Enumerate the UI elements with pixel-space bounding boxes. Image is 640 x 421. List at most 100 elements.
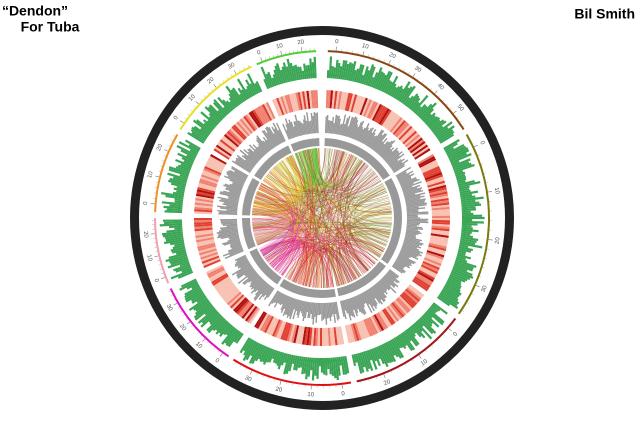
heat-cell [409,140,426,154]
link [257,236,353,282]
link [261,183,297,273]
minor-tick [477,154,480,156]
heat-cell [315,90,319,109]
heat-cell [263,102,274,120]
gray-bar [252,144,265,157]
gray-bar [372,285,385,303]
link [265,159,362,195]
green-bar [346,62,352,81]
link [263,178,293,257]
gray-bar [403,241,422,249]
heat-cell [428,242,447,249]
heat-cell [380,310,392,327]
green-bar [377,345,389,368]
heat-cell [301,91,307,110]
gray-bar [310,302,314,315]
link [287,217,393,280]
gray-bar [371,134,383,150]
heat-cell [405,288,421,302]
green-bar [188,144,200,152]
link [256,154,302,243]
gray-bar [239,149,257,165]
tick-label: 50 [456,104,465,113]
gray-bar [219,218,238,221]
gray-bar [266,139,274,149]
link [252,213,288,227]
link [252,213,369,271]
green-bar [429,119,441,130]
green-bar [227,330,241,348]
link [253,154,353,236]
link [349,184,384,269]
link [252,209,298,276]
link [252,204,391,222]
heat-cell [424,255,443,264]
heat-cell [304,326,309,346]
heat-cell [331,327,336,346]
gray-bar [237,266,254,279]
link [351,235,384,256]
heat-cell [194,225,213,230]
green-bar [457,179,475,187]
heat-cell [383,111,396,128]
gray-bar [390,158,405,170]
link [254,227,289,239]
gray-bar [397,255,415,265]
heat-cell [395,298,410,314]
minor-tick [443,334,445,336]
gray-bar [306,301,310,313]
link [252,148,315,212]
link [315,148,338,287]
minor-tick [161,160,164,162]
gray-bar [402,184,421,192]
minor-tick [405,363,407,366]
link [256,191,304,283]
link [255,150,341,239]
link [274,243,299,271]
link [274,162,366,192]
link [252,148,319,221]
gray-bar [236,154,254,169]
green-bar [208,112,220,124]
link [298,151,315,287]
green-bar [225,100,235,111]
minor-tick [383,59,385,62]
gray-bar [220,191,240,198]
heat-cell [207,157,225,169]
green-bar [436,125,455,139]
green-bar [352,69,357,82]
green-bar [281,66,288,83]
gray-bar [404,192,426,199]
gray-bar [406,223,420,226]
green-bar [170,246,186,252]
gray-bar [283,296,291,310]
heat-cell [429,238,448,245]
link [328,148,388,200]
gray-bar [235,256,247,264]
heat-cell [195,193,215,199]
heat-cell [286,323,294,342]
green-bar [248,342,261,364]
minor-tick [211,88,213,91]
link [252,221,392,228]
gray-bar [247,154,258,164]
link [256,175,379,204]
green-bar [368,349,378,370]
link [252,153,350,209]
gray-bar [274,292,282,303]
heat-cell [219,139,236,152]
link [343,165,369,275]
tick-label: 0 [143,201,149,205]
link [255,196,390,238]
link [260,149,310,252]
green-bar [378,74,387,91]
green-bar [386,75,399,95]
heat-cell [331,90,336,109]
heat-cell [413,146,430,159]
link [252,148,316,222]
heat-cell [364,100,375,118]
heat-cell [414,276,431,288]
gray-bar [332,302,336,323]
gray-bar [217,205,238,210]
